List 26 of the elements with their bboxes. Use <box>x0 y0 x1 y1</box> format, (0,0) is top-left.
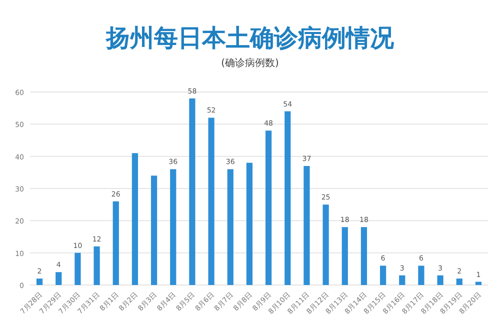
bar <box>475 282 482 285</box>
bar <box>227 169 234 285</box>
bar <box>322 204 329 285</box>
bar <box>56 272 62 285</box>
bar <box>150 176 158 285</box>
bar <box>132 153 138 285</box>
bar <box>265 130 272 285</box>
bar <box>399 275 406 285</box>
bar <box>170 169 176 285</box>
bar <box>208 118 214 285</box>
bar <box>437 275 444 285</box>
bar <box>418 266 424 285</box>
bar <box>246 162 253 285</box>
bar <box>284 111 291 285</box>
bar <box>36 278 43 285</box>
chart-title: 扬州每日本土确诊病例情况 <box>105 24 395 52</box>
bar <box>94 246 100 285</box>
bar <box>304 166 310 285</box>
chart-subtitle: (确诊病例数) <box>221 57 279 69</box>
bar <box>360 227 368 285</box>
bar <box>380 266 386 285</box>
bar <box>112 201 119 285</box>
bar <box>74 252 81 285</box>
bar <box>456 278 462 285</box>
bar <box>189 98 196 285</box>
bar <box>342 227 348 285</box>
